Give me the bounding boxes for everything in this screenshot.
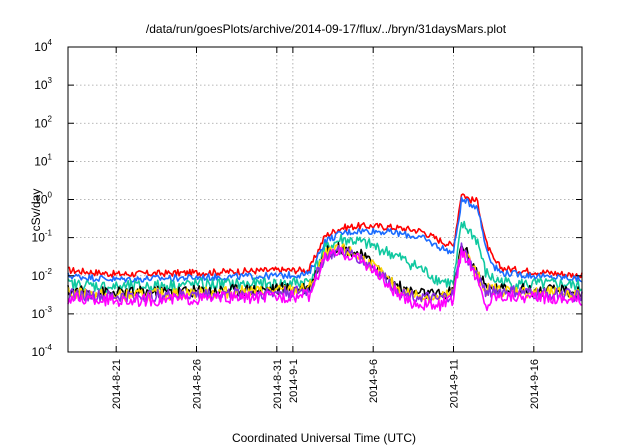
x-tick-label: 2014-9-16	[529, 359, 541, 409]
y-tick-label: 101	[34, 152, 52, 168]
y-tick-label: 100	[34, 191, 52, 207]
y-tick-label: 10-3	[32, 305, 53, 321]
x-tick-label: 2014-8-21	[111, 359, 123, 409]
x-tick-label: 2014-9-1	[288, 359, 300, 403]
x-tick-label: 2014-8-31	[272, 359, 284, 409]
series-line	[67, 196, 583, 283]
y-axis-label: cSv/day	[29, 189, 43, 232]
x-tick-label: 2014-8-26	[192, 359, 204, 409]
y-tick-label: 10-4	[32, 343, 53, 359]
y-tick-label: 103	[34, 76, 52, 92]
x-tick-label: 2014-9-11	[449, 359, 461, 408]
series-layer	[67, 193, 583, 312]
x-tick-label: 2014-9-6	[368, 359, 380, 403]
series-line	[67, 246, 583, 312]
y-tick-label: 10-2	[32, 267, 53, 283]
y-tick-label: 102	[34, 114, 52, 130]
series-line	[67, 193, 583, 280]
y-tick-label: 104	[34, 38, 52, 54]
x-axis-label: Coordinated Universal Time (UTC)	[232, 431, 416, 445]
y-tick-label: 10-1	[32, 229, 53, 245]
chart-title: /data/run/goesPlots/archive/2014-09-17/f…	[146, 22, 507, 36]
axis-ticks: 10-4 10-3 10-2 10-1 100 101 102 103 104 2014-8-21…	[32, 38, 582, 409]
grid-lines	[68, 47, 582, 352]
